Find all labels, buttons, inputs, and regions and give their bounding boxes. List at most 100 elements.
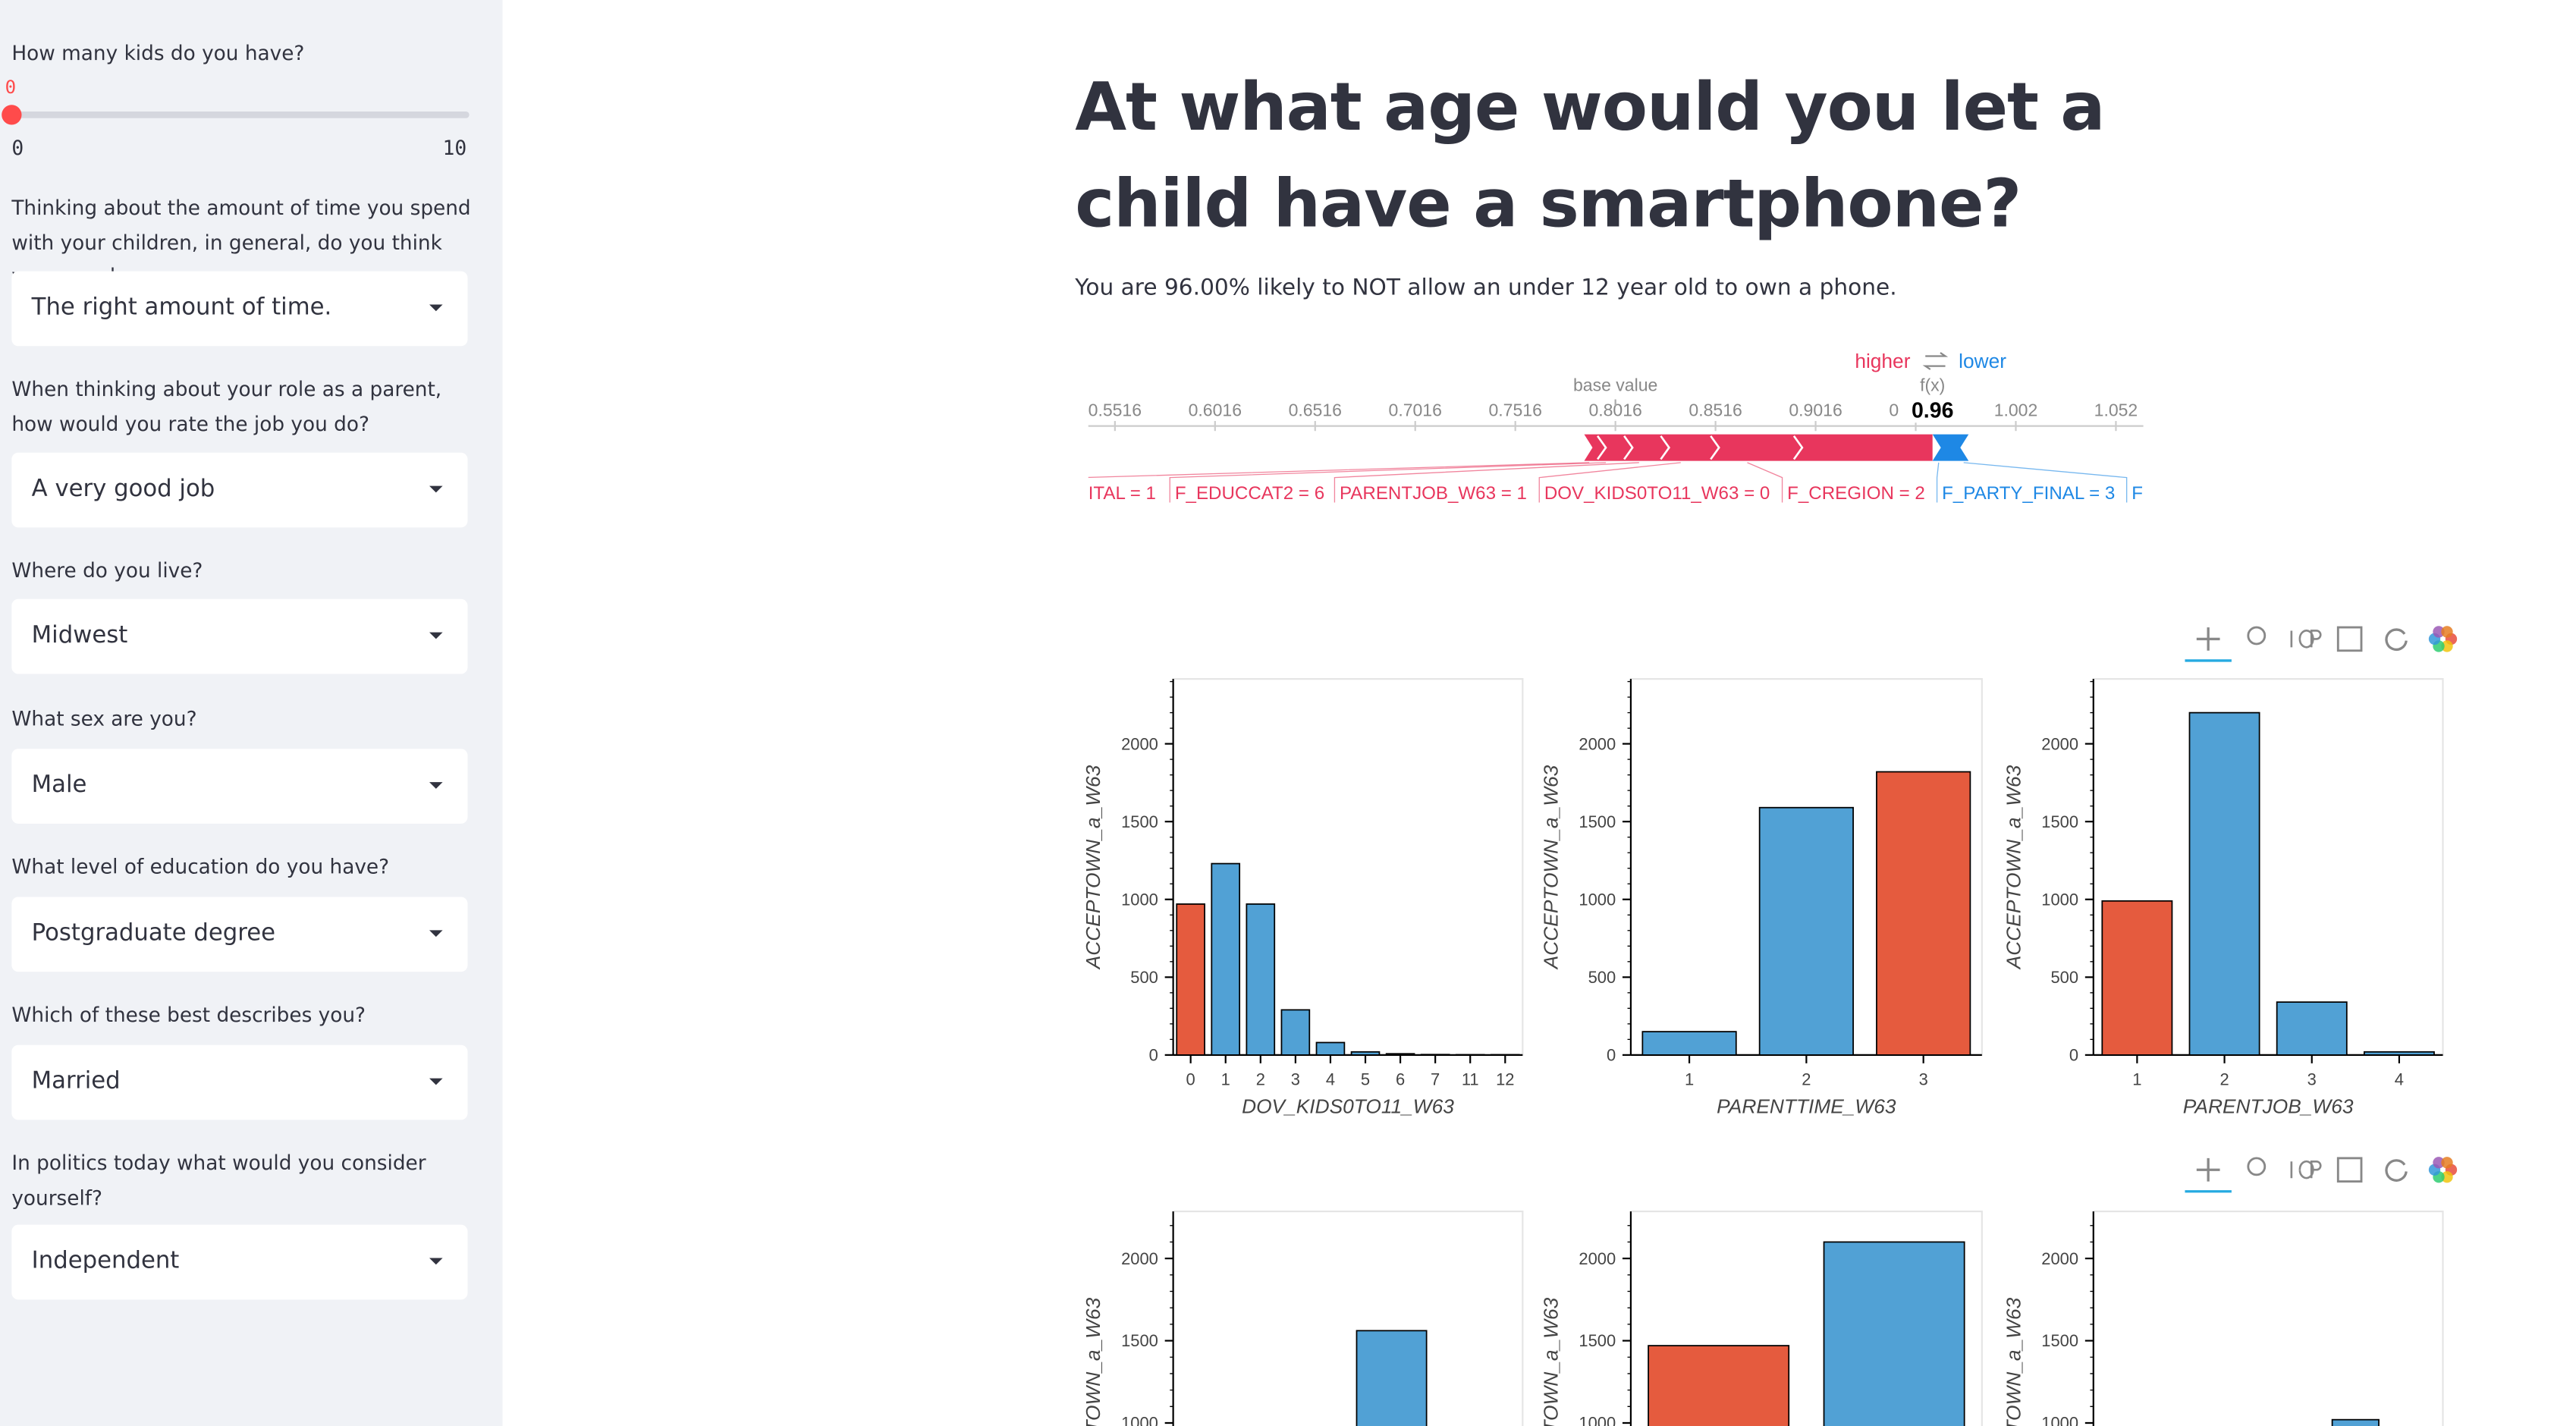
bar <box>1758 806 1854 1056</box>
x-axis-label: PARENTJOB_W63 <box>2183 1095 2354 1118</box>
force-divider <box>1596 435 1607 460</box>
y-tick-label: 1000 <box>1121 890 1158 909</box>
select-box[interactable]: Postgraduate degree <box>11 897 468 972</box>
feature-connector <box>1936 462 1940 503</box>
select-label: What level of education do you have? <box>11 855 390 879</box>
select-value: Male <box>31 771 87 799</box>
select-box[interactable]: Midwest <box>11 598 468 674</box>
select-value: The right amount of time. <box>31 294 332 322</box>
logo-petal <box>2441 1171 2453 1183</box>
logo-petal <box>2441 1157 2453 1169</box>
select-box[interactable]: Independent <box>11 1224 468 1300</box>
plot-frame <box>1172 1210 1524 1426</box>
sidebar: How many kids do you have? 0 0 10 Thinki… <box>0 0 503 1426</box>
y-axis-label: ACCEPTOWN_a_W63 <box>1082 1297 1104 1426</box>
select-value: Independent <box>31 1248 180 1275</box>
select-label: Which of these best describes you? <box>11 1003 366 1027</box>
x-tick-label: 2 <box>1802 1070 1811 1088</box>
x-tick-label: 12 <box>1496 1070 1514 1088</box>
fx-label: f(x) <box>1920 375 1945 395</box>
feature-connector <box>1538 462 1681 503</box>
feature-connector <box>1334 462 1639 503</box>
x-tick-label: 1 <box>1685 1070 1694 1088</box>
caret <box>429 304 443 312</box>
select-box[interactable]: The right amount of time. <box>11 271 468 347</box>
save-tool[interactable] <box>2336 1157 2363 1183</box>
bar <box>1823 1241 1965 1426</box>
select-label: In politics today what would you conside… <box>11 1151 426 1209</box>
y-tick-label: 1000 <box>1579 1414 1616 1426</box>
y-tick-label: 1500 <box>2041 812 2078 831</box>
y-tick-label: 2000 <box>1579 734 1616 753</box>
wheel-zoom-tool[interactable] <box>2290 630 2322 649</box>
logo-petal <box>2441 626 2453 638</box>
x-tick-label: 3 <box>1919 1070 1928 1088</box>
bar <box>1641 1031 1737 1056</box>
zoom-tool[interactable] <box>2247 1157 2267 1176</box>
slider-value: 0 <box>5 76 17 99</box>
x-tick-label: 5 <box>1361 1070 1370 1088</box>
x-tick-label: 4 <box>1326 1070 1335 1088</box>
force-tick-label: 0.9016 <box>1789 400 1842 419</box>
force-clip-right <box>2147 474 2247 508</box>
select-box[interactable]: A very good job <box>11 452 468 528</box>
x-tick-label: 2 <box>1256 1070 1265 1088</box>
slider-track[interactable] <box>11 111 470 118</box>
y-axis-label: ACCEPTOWN_a_W63 <box>2002 765 2025 970</box>
fx-bg <box>1899 396 1966 423</box>
logo-petal <box>2441 640 2453 652</box>
select-value: Postgraduate degree <box>31 920 276 947</box>
bar <box>1648 1345 1790 1426</box>
y-tick-label: 1000 <box>1121 1414 1158 1426</box>
zoom-tool[interactable] <box>2247 626 2267 645</box>
y-tick-label: 1000 <box>2041 1414 2078 1426</box>
prediction-text: You are 96.00% likely to NOT allow an un… <box>1075 274 1897 302</box>
feature-connector <box>1169 462 1607 503</box>
reset-tool[interactable] <box>2385 628 2408 651</box>
select-value: Midwest <box>31 622 128 649</box>
x-tick-label: 11 <box>1462 1070 1479 1088</box>
save-tool[interactable] <box>2336 626 2363 652</box>
select-label: Where do you live? <box>11 559 203 583</box>
bar <box>1315 1041 1346 1056</box>
bar <box>2101 900 2173 1056</box>
feature-label: F_PARTY_FINAL = 3 <box>1942 483 2115 504</box>
y-tick-label: 2000 <box>1121 1249 1158 1268</box>
bar <box>1420 1054 1450 1056</box>
y-tick-label: 2000 <box>1121 734 1158 753</box>
pan-tool[interactable] <box>2196 627 2220 651</box>
y-tick-label: 500 <box>2050 968 2078 987</box>
pan-tool[interactable] <box>2196 1157 2220 1182</box>
force-divider <box>1710 435 1720 460</box>
caret <box>429 632 443 639</box>
bar <box>1385 1053 1415 1056</box>
slider-thumb[interactable] <box>2 105 22 125</box>
bar <box>2363 1051 2435 1056</box>
bar <box>1246 903 1276 1056</box>
x-tick-label: 7 <box>1431 1070 1440 1088</box>
base-value-label: base value <box>1573 375 1657 395</box>
select-box[interactable]: Male <box>11 749 468 824</box>
wheel-zoom-tool[interactable] <box>2290 1160 2322 1179</box>
bar <box>1211 862 1241 1056</box>
feature-label: PARENTJOB_W63 = 1 <box>1340 483 1527 504</box>
force-tick-label: 0.7016 <box>1389 400 1442 419</box>
caret <box>429 930 443 938</box>
select-box[interactable]: Married <box>11 1044 468 1120</box>
force-features: ITAL = 1 F_EDUCCAT2 = 6 PARENTJOB_W63 = 1 D… <box>1082 462 2143 504</box>
y-tick-label: 0 <box>1607 1046 1616 1065</box>
bar <box>2276 1001 2348 1056</box>
x-tick-label: 1 <box>1221 1070 1230 1088</box>
y-tick-label: 1500 <box>1579 812 1616 831</box>
select-label: When thinking about your role as a paren… <box>11 377 442 435</box>
x-axis-label: DOV_KIDS0TO11_W63 <box>1242 1095 1454 1118</box>
reset-tool[interactable] <box>2385 1159 2408 1182</box>
y-tick-label: 1500 <box>1121 1331 1158 1350</box>
select-value: Married <box>31 1068 121 1095</box>
y-tick-label: 1000 <box>2041 890 2078 909</box>
x-tick-label: 1 <box>2132 1070 2141 1088</box>
feature-label: F <box>2131 483 2143 504</box>
plot-frame <box>2092 1210 2444 1426</box>
caret <box>429 1078 443 1085</box>
